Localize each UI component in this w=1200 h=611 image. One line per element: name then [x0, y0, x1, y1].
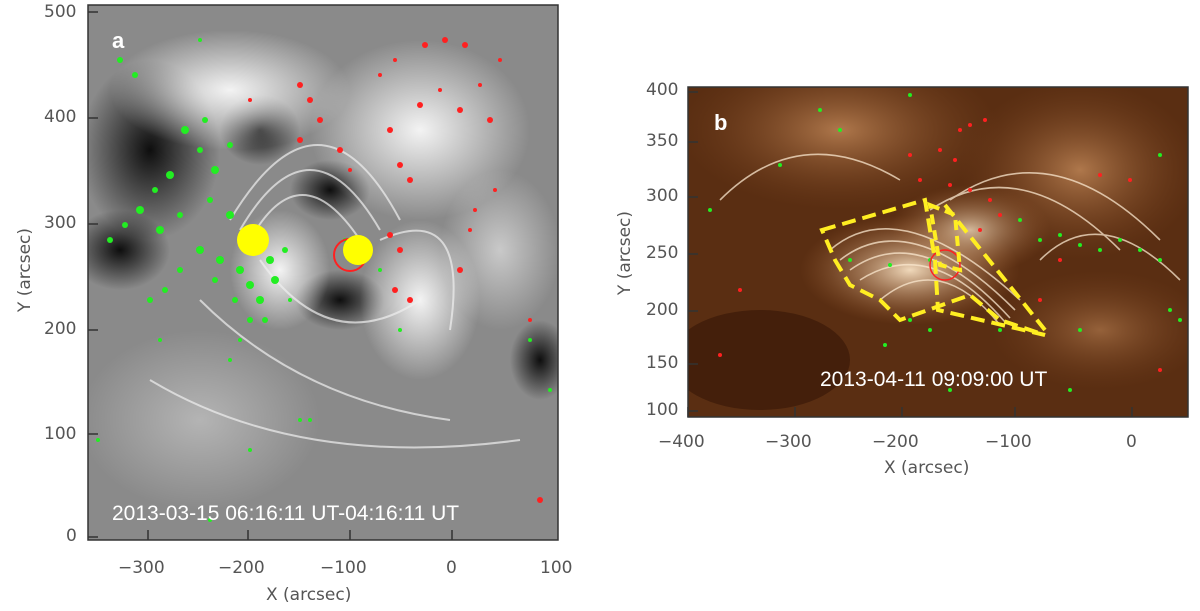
panel-b-ytick: 400 — [646, 80, 679, 100]
panel-b-ytick: 250 — [646, 243, 679, 263]
panel-b-xtick: −400 — [658, 432, 705, 452]
panel-a-xtick: −300 — [118, 558, 165, 578]
panel-a-xtick: 100 — [540, 558, 573, 578]
panel-b-xtick: −200 — [872, 432, 919, 452]
panel-a: a 2013-03-15 06:16:11 UT-04:16:11 UT −30… — [15, 2, 573, 605]
panel-b-ylabel: Y (arcsec) — [615, 210, 635, 296]
panel-b: b 2013-04-11 09:09:00 UT −400 −300 −200 … — [600, 0, 1200, 611]
panel-b-ytick: 150 — [646, 353, 679, 373]
panel-b-letter: b — [714, 110, 728, 135]
panel-b-xtick: 0 — [1126, 432, 1137, 452]
panel-a-letter: a — [112, 28, 125, 53]
panel-a-ytick: 500 — [44, 2, 77, 22]
panel-a-image — [87, 4, 559, 541]
panel-b-xtick: −300 — [765, 432, 812, 452]
panel-a-ytick: 0 — [66, 526, 77, 546]
panel-b-ytick: 200 — [646, 300, 679, 320]
panel-b-ytick: 350 — [646, 131, 679, 151]
panel-a-xtick: 0 — [446, 558, 457, 578]
panel-b-timestamp: 2013-04-11 09:09:00 UT — [820, 368, 1048, 391]
panel-a-ytick: 300 — [44, 213, 77, 233]
panel-a-xtick: −100 — [320, 558, 367, 578]
panel-b-image — [687, 86, 1189, 418]
panel-a-xlabel: X (arcsec) — [266, 585, 352, 605]
panel-b-ytick: 100 — [646, 400, 679, 420]
panel-a-ytick: 400 — [44, 107, 77, 127]
panel-a-ytick: 100 — [44, 424, 77, 444]
panel-a-ylabel: Y (arcsec) — [15, 227, 35, 313]
panel-b-xtick: −100 — [985, 432, 1032, 452]
panel-a-ytick: 200 — [44, 319, 77, 339]
panel-b-ytick: 300 — [646, 186, 679, 206]
panel-a-xtick: −200 — [218, 558, 265, 578]
panel-b-xlabel: X (arcsec) — [884, 458, 970, 478]
panel-a-timestamp: 2013-03-15 06:16:11 UT-04:16:11 UT — [112, 502, 460, 525]
